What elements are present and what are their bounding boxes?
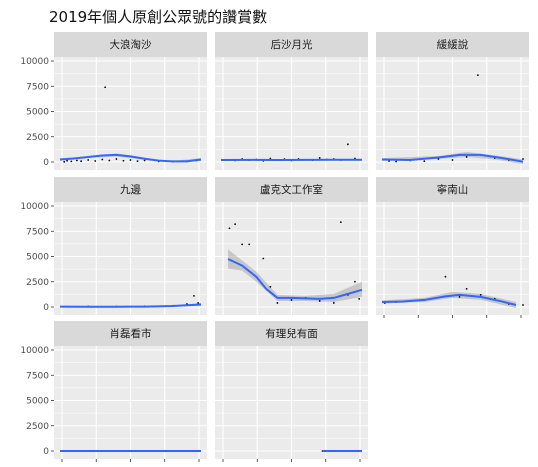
data-point [339, 221, 342, 224]
facet-label: 后沙月光 [271, 38, 313, 51]
smoother-line [59, 303, 202, 308]
smoother-line [227, 258, 363, 300]
data-point [423, 160, 426, 163]
y-tick-label: 10000 [20, 202, 49, 212]
confidence-band [382, 291, 516, 309]
data-point [104, 86, 107, 89]
y-tick-label: 7500 [26, 227, 49, 237]
data-point [465, 156, 468, 158]
smoother-line [381, 153, 524, 163]
data-point [94, 160, 97, 162]
facet-strip [54, 177, 207, 202]
facet-strip [215, 32, 368, 57]
data-point [101, 158, 104, 161]
data-point [437, 158, 440, 160]
facet-strip [54, 321, 207, 346]
data-point [197, 302, 200, 304]
y-tick-label: 0 [43, 303, 49, 313]
data-point [262, 257, 265, 260]
data-point [522, 304, 524, 306]
facet-label: 盧克文工作室 [260, 183, 323, 196]
y-tick-label: 10000 [20, 346, 49, 356]
data-point [228, 227, 231, 230]
smoother-line [59, 153, 202, 163]
data-point [76, 159, 78, 162]
data-point [108, 159, 111, 162]
data-point [318, 300, 321, 302]
y-tick-label: 10000 [20, 57, 49, 67]
data-point [193, 294, 195, 297]
data-point [143, 159, 146, 162]
smoother-line [381, 293, 517, 306]
data-point [269, 157, 272, 160]
data-point [476, 74, 479, 77]
y-tick-label: 2500 [26, 278, 49, 288]
data-point [70, 160, 73, 163]
y-tick-label: 7500 [26, 82, 49, 92]
data-point [354, 280, 356, 283]
y-tick-label: 5000 [26, 108, 49, 118]
y-tick-label: 0 [43, 158, 49, 168]
data-point [318, 157, 321, 159]
data-point [248, 243, 251, 246]
y-tick-label: 5000 [26, 397, 49, 407]
y-tick-label: 7500 [26, 371, 49, 381]
facet-label: 九邊 [120, 183, 141, 196]
data-point [458, 296, 461, 298]
data-point [451, 159, 454, 161]
data-point [522, 158, 524, 160]
data-point [395, 160, 397, 163]
data-point [80, 160, 83, 163]
y-tick-label: 5000 [26, 253, 49, 263]
facet-strip [376, 32, 529, 57]
data-point [332, 302, 335, 304]
y-tick-label: 2500 [26, 133, 49, 143]
data-point [87, 159, 90, 161]
facet-label: 肖磊看市 [110, 327, 152, 340]
data-point [358, 298, 361, 300]
data-point [276, 302, 279, 304]
facet-strip [376, 177, 529, 202]
data-point [241, 243, 244, 246]
data-point [115, 158, 118, 160]
data-point [234, 223, 237, 226]
y-tick-label: 2500 [26, 422, 49, 432]
facet-label: 寧南山 [437, 183, 469, 196]
facet-label: 大浪淘沙 [110, 38, 152, 51]
facet-label: 有理兒有面 [265, 327, 318, 340]
chart-title: 2019年個人原創公眾號的讚賞數 [49, 8, 268, 26]
data-point [66, 159, 68, 162]
data-point [290, 299, 293, 301]
facet-strip [215, 321, 368, 346]
facet-strip [54, 32, 207, 57]
data-point [444, 275, 447, 278]
data-point [136, 160, 139, 163]
data-point [479, 293, 482, 296]
data-point [122, 159, 125, 162]
data-point [269, 285, 272, 288]
data-point [63, 160, 66, 163]
data-point [347, 143, 349, 146]
y-tick-label: 0 [43, 447, 49, 457]
data-point [465, 287, 468, 290]
facet-strip [215, 177, 368, 202]
data-point [129, 159, 132, 161]
facet-label: 緩緩說 [437, 38, 469, 51]
